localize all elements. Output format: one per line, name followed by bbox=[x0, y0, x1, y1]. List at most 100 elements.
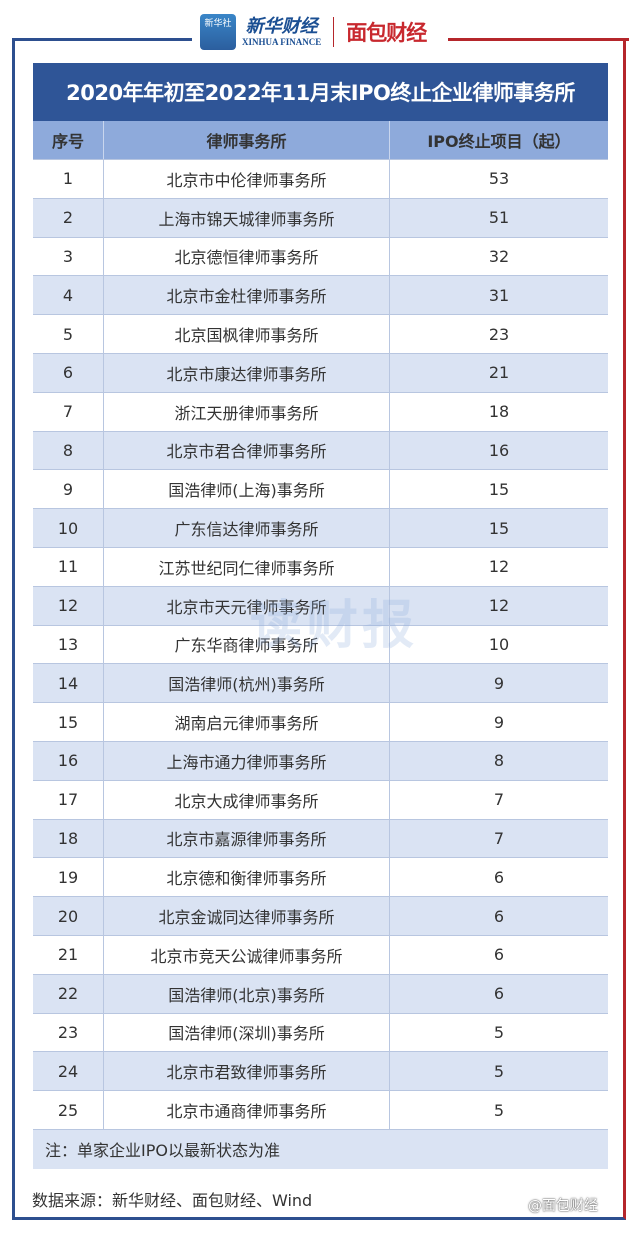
column-header-firm: 律师事务所 bbox=[104, 121, 390, 159]
table-row: 25 北京市通商律师事务所 5 bbox=[33, 1091, 608, 1130]
table-row: 14 国浩律师(杭州)事务所 9 bbox=[33, 664, 608, 704]
cell-index: 22 bbox=[33, 974, 104, 1013]
cell-firm: 北京国枫律师事务所 bbox=[104, 315, 390, 353]
cell-index: 12 bbox=[33, 586, 104, 625]
table-row: 8 北京市君合律师事务所 16 bbox=[33, 431, 608, 471]
cell-index: 21 bbox=[33, 935, 104, 974]
table-row: 7 浙江天册律师事务所 18 bbox=[33, 392, 608, 432]
cell-index: 9 bbox=[33, 470, 104, 509]
table-row: 12 北京市天元律师事务所 12 bbox=[33, 586, 608, 626]
cell-index: 2 bbox=[33, 198, 104, 237]
table-row: 22 国浩律师(北京)事务所 6 bbox=[33, 974, 608, 1014]
xinhua-logo-icon: 新华社 bbox=[200, 14, 236, 50]
table-row: 24 北京市君致律师事务所 5 bbox=[33, 1052, 608, 1092]
table-row: 18 北京市嘉源律师事务所 7 bbox=[33, 819, 608, 859]
cell-index: 6 bbox=[33, 353, 104, 392]
cell-count: 12 bbox=[488, 596, 510, 616]
table-row: 16 上海市通力律师事务所 8 bbox=[33, 741, 608, 781]
cell-firm: 江苏世纪同仁律师事务所 bbox=[104, 547, 390, 586]
cell-count: 9 bbox=[493, 712, 505, 732]
cell-firm: 北京市君致律师事务所 bbox=[104, 1052, 390, 1091]
cell-index: 16 bbox=[33, 741, 104, 780]
center-watermark: 读财报 bbox=[250, 596, 419, 656]
cell-index: 10 bbox=[33, 509, 104, 547]
cell-firm: 北京德恒律师事务所 bbox=[104, 237, 390, 276]
data-source: 数据来源：新华财经、面包财经、Wind bbox=[32, 1191, 313, 1210]
table-row: 21 北京市竞天公诚律师事务所 6 bbox=[33, 935, 608, 975]
cell-firm: 北京市金杜律师事务所 bbox=[104, 276, 390, 315]
cell-index: 7 bbox=[33, 392, 104, 431]
cell-index: 23 bbox=[33, 1013, 104, 1052]
cell-index: 14 bbox=[33, 664, 104, 703]
cell-firm: 北京市天元律师事务所 bbox=[104, 586, 390, 625]
cell-index: 13 bbox=[33, 625, 104, 664]
table-row: 3 北京德恒律师事务所 32 bbox=[33, 237, 608, 277]
cell-firm: 北京德和衡律师事务所 bbox=[104, 858, 390, 897]
cell-firm: 北京市竞天公诚律师事务所 bbox=[104, 935, 390, 974]
cell-count: 5 bbox=[493, 1022, 505, 1042]
cell-firm: 上海市通力律师事务所 bbox=[104, 741, 390, 780]
cell-firm: 北京大成律师事务所 bbox=[104, 780, 390, 819]
cell-index: 3 bbox=[33, 237, 104, 276]
cell-index: 17 bbox=[33, 780, 104, 819]
cell-count: 12 bbox=[488, 557, 510, 577]
table-row: 1 北京市中伦律师事务所 53 bbox=[33, 160, 608, 199]
cell-count: 23 bbox=[488, 324, 510, 344]
cell-index: 8 bbox=[33, 431, 104, 470]
column-header-index: 序号 bbox=[33, 121, 104, 159]
cell-firm: 国浩律师(北京)事务所 bbox=[104, 974, 390, 1013]
cell-firm: 北京市通商律师事务所 bbox=[104, 1091, 390, 1129]
xinhua-logo-cn: 新华财经 bbox=[245, 16, 318, 37]
cell-count: 15 bbox=[488, 518, 510, 538]
table-note: 注：单家企业IPO以最新状态为准 bbox=[33, 1129, 608, 1169]
table-row: 6 北京市康达律师事务所 21 bbox=[33, 353, 608, 393]
cell-count: 18 bbox=[488, 402, 510, 422]
law-firm-table: 2020年年初至2022年11月末IPO终止企业律师事务所 序号 律师事务所 I… bbox=[33, 63, 608, 1169]
cell-count: 8 bbox=[493, 751, 505, 771]
cell-firm: 北京市君合律师事务所 bbox=[104, 431, 390, 470]
cell-count: 21 bbox=[488, 363, 510, 383]
cell-firm: 国浩律师(深圳)事务所 bbox=[104, 1013, 390, 1052]
cell-count: 6 bbox=[493, 984, 505, 1004]
cell-firm: 湖南启元律师事务所 bbox=[104, 703, 390, 741]
cell-index: 19 bbox=[33, 858, 104, 897]
table-row: 4 北京市金杜律师事务所 31 bbox=[33, 276, 608, 316]
table-row: 11 江苏世纪同仁律师事务所 12 bbox=[33, 547, 608, 587]
cell-count: 5 bbox=[493, 1061, 505, 1081]
cell-firm: 广东信达律师事务所 bbox=[104, 509, 390, 547]
table-row: 10 广东信达律师事务所 15 bbox=[33, 509, 608, 548]
cell-count: 31 bbox=[488, 285, 510, 305]
cell-index: 5 bbox=[33, 315, 104, 353]
cell-count: 16 bbox=[488, 440, 510, 460]
cell-firm: 上海市锦天城律师事务所 bbox=[104, 198, 390, 237]
cell-firm: 北京市康达律师事务所 bbox=[104, 353, 390, 392]
cell-index: 18 bbox=[33, 819, 104, 858]
cell-index: 1 bbox=[33, 160, 104, 198]
cell-firm: 北京金诚同达律师事务所 bbox=[104, 897, 390, 935]
xinhua-logo-en: XINHUA FINANCE bbox=[242, 37, 322, 47]
cell-count: 7 bbox=[493, 828, 505, 848]
table-row: 23 国浩律师(深圳)事务所 5 bbox=[33, 1013, 608, 1053]
cell-count: 7 bbox=[493, 790, 505, 810]
cell-index: 4 bbox=[33, 276, 104, 315]
table-row: 20 北京金诚同达律师事务所 6 bbox=[33, 897, 608, 936]
cell-count: 9 bbox=[493, 673, 505, 693]
table-header-row: 序号 律师事务所 IPO终止项目（起） bbox=[33, 121, 608, 160]
mianbao-logo: 面包财经 bbox=[346, 21, 427, 45]
cell-firm: 北京市中伦律师事务所 bbox=[104, 160, 390, 198]
cell-count: 6 bbox=[493, 867, 505, 887]
logo-divider bbox=[333, 17, 335, 47]
cell-count: 53 bbox=[488, 169, 510, 189]
cell-firm: 浙江天册律师事务所 bbox=[104, 392, 390, 431]
cell-count: 6 bbox=[493, 906, 505, 926]
frame-border bbox=[12, 40, 626, 1220]
cell-firm: 国浩律师(杭州)事务所 bbox=[104, 664, 390, 703]
cell-firm: 国浩律师(上海)事务所 bbox=[104, 470, 390, 509]
cell-count: 32 bbox=[488, 246, 510, 266]
table-row: 15 湖南启元律师事务所 9 bbox=[33, 703, 608, 742]
cell-index: 15 bbox=[33, 703, 104, 741]
xinhua-finance-logo: 新华财经 XINHUA FINANCE bbox=[242, 16, 322, 48]
cell-index: 20 bbox=[33, 897, 104, 935]
column-header-count: IPO终止项目（起） bbox=[427, 132, 571, 151]
cell-firm: 北京市嘉源律师事务所 bbox=[104, 819, 390, 858]
